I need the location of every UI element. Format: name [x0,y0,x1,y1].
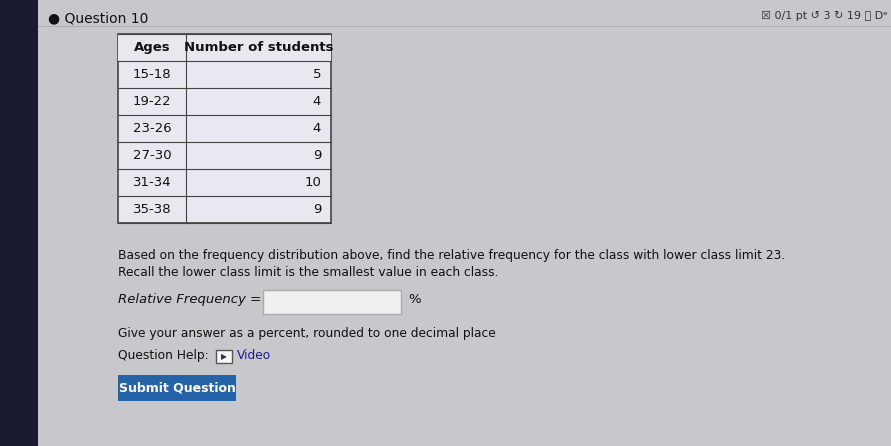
Text: Based on the frequency distribution above, find the relative frequency for the c: Based on the frequency distribution abov… [118,249,785,262]
Text: 31-34: 31-34 [133,176,171,189]
Text: Relative Frequency =: Relative Frequency = [118,293,261,306]
Text: 5: 5 [313,68,321,81]
Text: 23-26: 23-26 [133,122,171,135]
Bar [118,375,236,401]
Text: Recall the lower class limit is the smallest value in each class.: Recall the lower class limit is the smal… [118,266,498,279]
Text: 27-30: 27-30 [133,149,171,162]
Text: Submit Question: Submit Question [119,381,235,395]
Text: 10: 10 [304,176,321,189]
Text: ☒ 0/1 pt ↺ 3 ↻ 19 ⓘ Dᵉ: ☒ 0/1 pt ↺ 3 ↻ 19 ⓘ Dᵉ [761,11,888,21]
Text: 35-38: 35-38 [133,203,171,216]
Text: 9: 9 [313,203,321,216]
Text: ● Question 10: ● Question 10 [48,11,149,25]
Bar [118,34,331,61]
Bar [263,290,401,314]
Text: 15-18: 15-18 [133,68,171,81]
Bar [216,350,232,363]
Text: Ages: Ages [134,41,170,54]
Bar [0,0,38,446]
Text: %: % [408,293,421,306]
Text: 9: 9 [313,149,321,162]
Text: ▶: ▶ [221,352,227,361]
Text: 19-22: 19-22 [133,95,171,108]
Text: Give your answer as a percent, rounded to one decimal place: Give your answer as a percent, rounded t… [118,327,495,340]
Text: Video: Video [237,349,271,362]
Text: 4: 4 [313,95,321,108]
Text: Number of students: Number of students [184,41,333,54]
Text: 4: 4 [313,122,321,135]
Bar [118,34,331,223]
Text: Question Help:: Question Help: [118,349,208,362]
